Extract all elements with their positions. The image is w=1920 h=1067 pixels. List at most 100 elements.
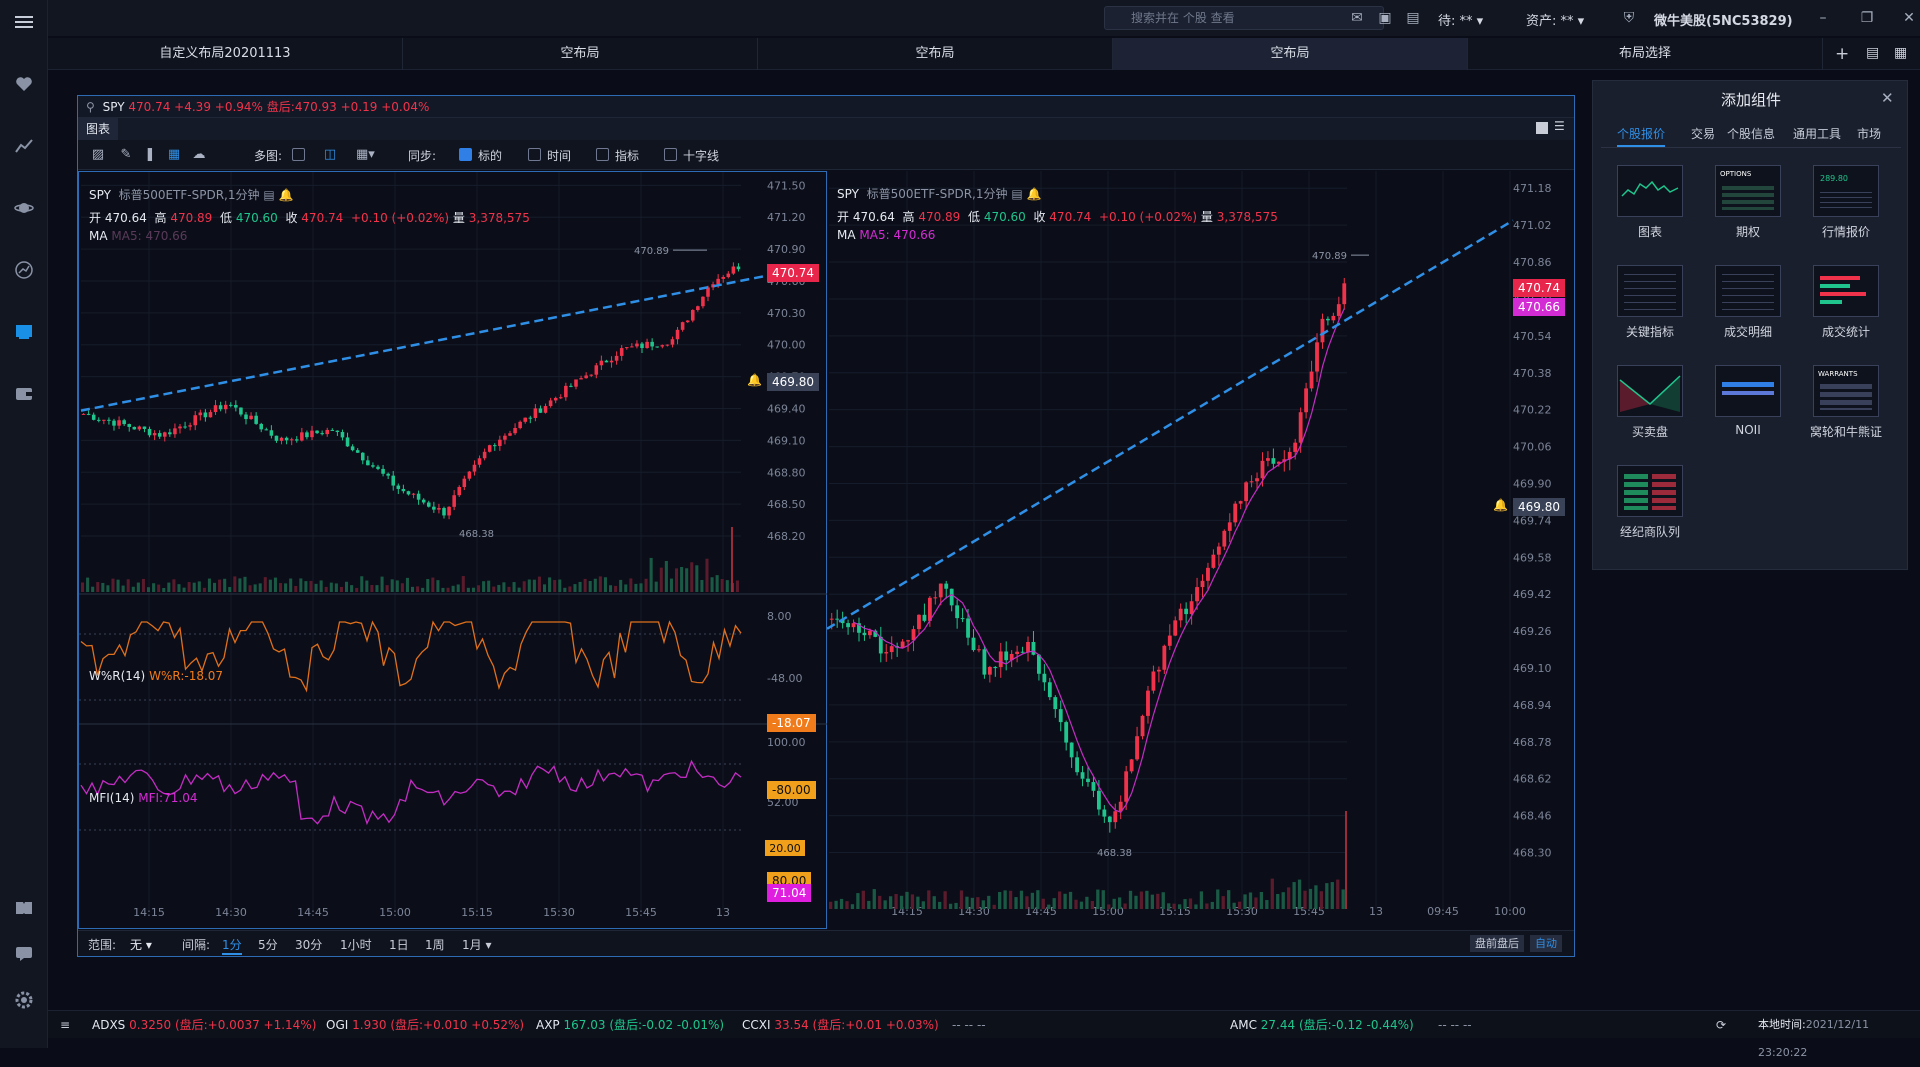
after-hours-button[interactable]: 盘前盘后 [1470, 935, 1524, 952]
bell-icon[interactable]: 🔔 [278, 188, 294, 202]
cloud-icon[interactable]: ☁ [192, 147, 206, 162]
left-alert-bell-icon[interactable]: 🔔 [747, 373, 762, 387]
two-column-icon[interactable]: ◫ [323, 147, 337, 162]
pending-label[interactable]: 待: ** ▾ [1438, 14, 1484, 29]
tile-options[interactable]: OPTIONS [1715, 165, 1781, 217]
left-candle [320, 433, 324, 435]
pen-icon[interactable]: ✎ [120, 147, 132, 162]
right-ohlc: 开 470.64 高 470.89 低 470.60 收 470.74 +0.1… [837, 210, 1278, 224]
tab-custom-layout[interactable]: 自定义布局20201113 [48, 38, 403, 70]
ticker-item-ogi[interactable]: OGI 1.930 (盘后:+0.010 +0.52%) [326, 1018, 525, 1032]
interval-1d[interactable]: 1日 [389, 938, 409, 952]
right-chart-canvas[interactable]: 14:15 14:30 14:45 15:00 15:15 15:30 15:45 13 09:… [827, 171, 1574, 929]
left-volume-bar [715, 575, 719, 592]
ticker-menu-icon[interactable]: ≡ [60, 1018, 71, 1032]
menu-icon[interactable] [12, 10, 36, 34]
ticker-item-amc[interactable]: AMC 27.44 (盘后:-0.12 -0.44%) [1230, 1018, 1414, 1032]
tile-order-book[interactable] [1617, 365, 1683, 417]
minimize-panel-icon[interactable] [1536, 122, 1548, 134]
message-icon[interactable] [12, 942, 36, 966]
left-chart-canvas[interactable]: 14:15 14:30 14:45 15:00 15:15 15:30 15:45 13 471… [79, 172, 828, 930]
right-alert-price-tag[interactable]: 469.80 [1513, 498, 1565, 516]
comp-tab-market[interactable]: 市场 [1857, 127, 1882, 141]
planet-icon[interactable] [12, 196, 36, 220]
left-price-tick: 471.20 [767, 211, 806, 224]
add-tab-icon[interactable]: + [1835, 44, 1850, 64]
tile-warrants[interactable]: WARRANTS [1813, 365, 1879, 417]
save-icon[interactable]: ▤ [1866, 45, 1880, 61]
sync-time-checkbox[interactable] [528, 148, 541, 161]
account-name[interactable]: 微牛美股(5NC53829) [1654, 14, 1793, 29]
chart-icon[interactable] [12, 134, 36, 158]
trend-icon[interactable] [12, 258, 36, 282]
grid-icon[interactable]: ▦ [167, 147, 181, 162]
folder-icon[interactable]: ▤ [1406, 10, 1420, 26]
wallet-icon[interactable] [12, 382, 36, 406]
heart-icon[interactable] [12, 72, 36, 96]
mail-icon[interactable]: ✉ [1351, 10, 1363, 26]
bell-icon[interactable]: 🔔 [1026, 187, 1042, 201]
settings-icon[interactable] [12, 988, 36, 1012]
comp-tab-quote[interactable]: 个股报价 [1617, 125, 1666, 147]
comp-tab-info[interactable]: 个股信息 [1727, 127, 1776, 141]
image-icon[interactable]: ▨ [91, 147, 105, 162]
restore-icon[interactable]: ❐ [1860, 10, 1874, 26]
close-icon[interactable]: ✕ [1881, 89, 1894, 107]
sync-indicator-checkbox[interactable] [596, 148, 609, 161]
interval-1h[interactable]: 1小时 [340, 938, 372, 952]
left-candle [284, 437, 289, 441]
assets-label[interactable]: 资产: ** ▾ [1526, 14, 1585, 29]
tile-noii[interactable] [1715, 365, 1781, 417]
four-grid-icon[interactable]: ▦▾ [356, 147, 375, 162]
sync-symbol-checkbox[interactable] [459, 148, 472, 161]
info-icon[interactable]: ▤ [263, 188, 275, 202]
briefcase-icon[interactable]: ▦ [1894, 45, 1908, 61]
book-icon[interactable] [12, 896, 36, 920]
ticker-item-ccxi[interactable]: CCXI 33.54 (盘后:+0.01 +0.03%) [742, 1018, 939, 1032]
tab-empty-layout-3[interactable]: 空布局 [1113, 38, 1468, 70]
interval-1m[interactable]: 1分 [222, 936, 242, 955]
comp-tab-tools[interactable]: 通用工具 [1793, 127, 1842, 141]
right-candle [1293, 442, 1298, 452]
range-select[interactable]: 无 ▾ [130, 938, 152, 952]
minimize-icon[interactable]: – [1819, 10, 1827, 26]
single-view-option[interactable] [292, 148, 305, 161]
tile-chart[interactable] [1617, 165, 1683, 217]
right-alert-bell-icon[interactable]: 🔔 [1493, 498, 1508, 512]
ticker-item-axp[interactable]: AXP 167.03 (盘后:-0.02 -0.01%) [536, 1018, 725, 1032]
layout-icon[interactable] [12, 320, 36, 344]
right-candle [1069, 742, 1074, 758]
left-alert-price-tag[interactable]: 469.80 [767, 373, 819, 391]
layers-icon[interactable]: ❚ [144, 147, 156, 162]
left-candle [86, 413, 91, 415]
tile-key-metrics[interactable] [1617, 265, 1683, 317]
sync-crosshair-checkbox[interactable] [664, 148, 677, 161]
tab-empty-layout-1[interactable]: 空布局 [403, 38, 758, 70]
box-icon[interactable]: ▣ [1378, 10, 1392, 26]
list-icon[interactable]: ☰ [1554, 119, 1565, 133]
tab-layout-select[interactable]: 布局选择 [1468, 38, 1823, 70]
comp-tab-trade[interactable]: 交易 [1691, 127, 1716, 141]
search-icon[interactable]: ⚲ [86, 100, 95, 114]
auto-scale-button[interactable]: 自动 [1530, 935, 1562, 952]
interval-1w[interactable]: 1周 [425, 938, 445, 952]
right-volume-bar [1167, 903, 1171, 909]
right-volume-bar [1205, 903, 1209, 909]
interval-30m[interactable]: 30分 [295, 938, 323, 952]
right-volume-bar [1058, 891, 1062, 909]
close-icon[interactable]: ✕ [1903, 10, 1915, 26]
left-chart[interactable]: 14:15 14:30 14:45 15:00 15:15 15:30 15:45 13 471… [78, 171, 828, 930]
right-chart[interactable]: 14:15 14:30 14:45 15:00 15:15 15:30 15:45 13 09:… [827, 171, 1574, 929]
tab-chart[interactable]: 图表 [78, 118, 119, 140]
search-input[interactable]: 搜索并在 个股 查看 [1104, 6, 1384, 30]
interval-5m[interactable]: 5分 [258, 938, 278, 952]
ticker-item-adxs[interactable]: ADXS 0.3250 (盘后:+0.0037 +1.14%) [92, 1018, 317, 1032]
refresh-icon[interactable]: ⟳ [1716, 1018, 1727, 1032]
tab-empty-layout-2[interactable]: 空布局 [758, 38, 1113, 70]
tile-trade-detail[interactable] [1715, 265, 1781, 317]
info-icon[interactable]: ▤ [1011, 187, 1023, 201]
tile-broker-queue[interactable] [1617, 465, 1683, 517]
tile-quote[interactable]: 289.80 [1813, 165, 1879, 217]
interval-1mo[interactable]: 1月 ▾ [462, 938, 492, 952]
tile-trade-stats[interactable] [1813, 265, 1879, 317]
